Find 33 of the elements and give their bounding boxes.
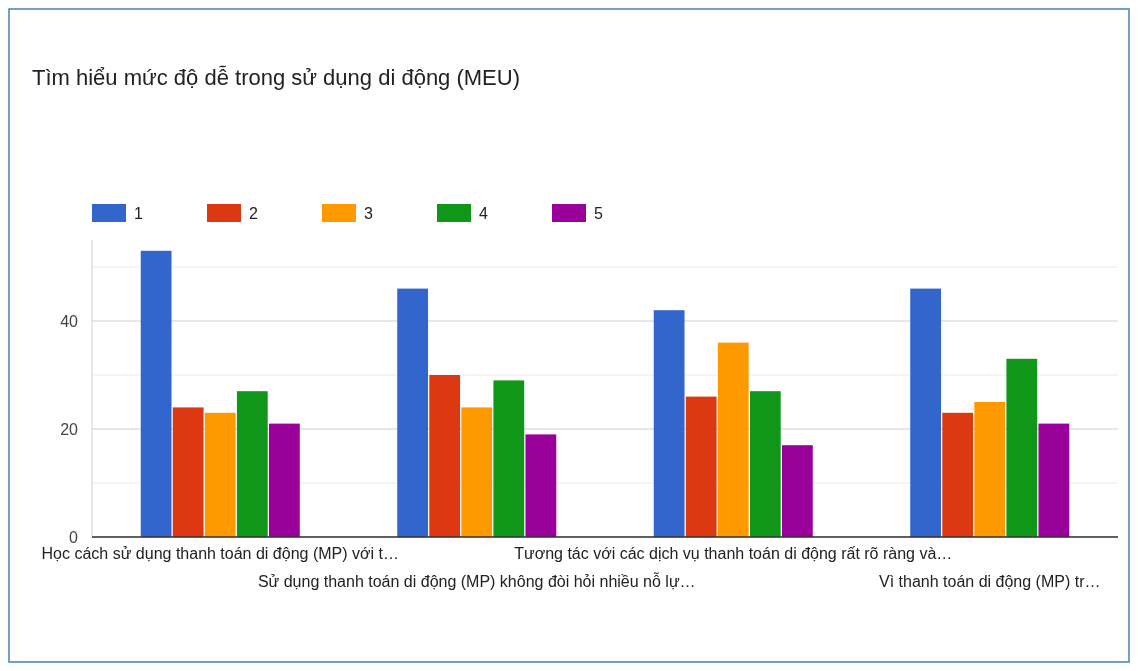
bar — [910, 288, 942, 537]
x-tick-label: Sử dụng thanh toán di động (MP) không đòi hỏi nhiều nỗ lự… — [257, 572, 696, 590]
legend-label: 3 — [364, 204, 373, 222]
legend-label: 2 — [249, 204, 258, 222]
bar — [397, 288, 429, 537]
legend-label: 5 — [594, 204, 603, 222]
x-tick-label: Vì thanh toán di động (MP) tr… — [879, 573, 1101, 590]
bar — [268, 423, 300, 537]
bar — [493, 380, 525, 537]
bar — [236, 391, 268, 537]
legend-label: 1 — [134, 204, 143, 222]
x-tick-label: Học cách sử dụng thanh toán di động (MP) với t… — [41, 545, 399, 562]
bar — [685, 396, 717, 537]
bar — [781, 445, 813, 537]
bar — [653, 310, 685, 537]
bar — [974, 402, 1006, 537]
bar — [204, 412, 236, 537]
legend-label: 4 — [479, 204, 488, 222]
y-tick-label: 0 — [69, 528, 79, 546]
bar — [717, 342, 749, 537]
y-tick-label: 20 — [60, 420, 79, 438]
bar — [942, 412, 974, 537]
bar — [1038, 423, 1070, 537]
y-tick-label: 40 — [60, 312, 79, 330]
bar — [461, 407, 493, 537]
bar — [140, 250, 172, 537]
chart-title: Tìm hiểu mức độ dễ trong sử dụng di động (MEU) — [32, 65, 521, 90]
x-tick-label: Tương tác với các dịch vụ thanh toán di động rất rõ ràng và… — [514, 545, 953, 562]
bar — [749, 391, 781, 537]
bar — [525, 434, 557, 537]
bar — [172, 407, 204, 537]
bar — [1006, 358, 1038, 537]
bar — [429, 375, 461, 537]
